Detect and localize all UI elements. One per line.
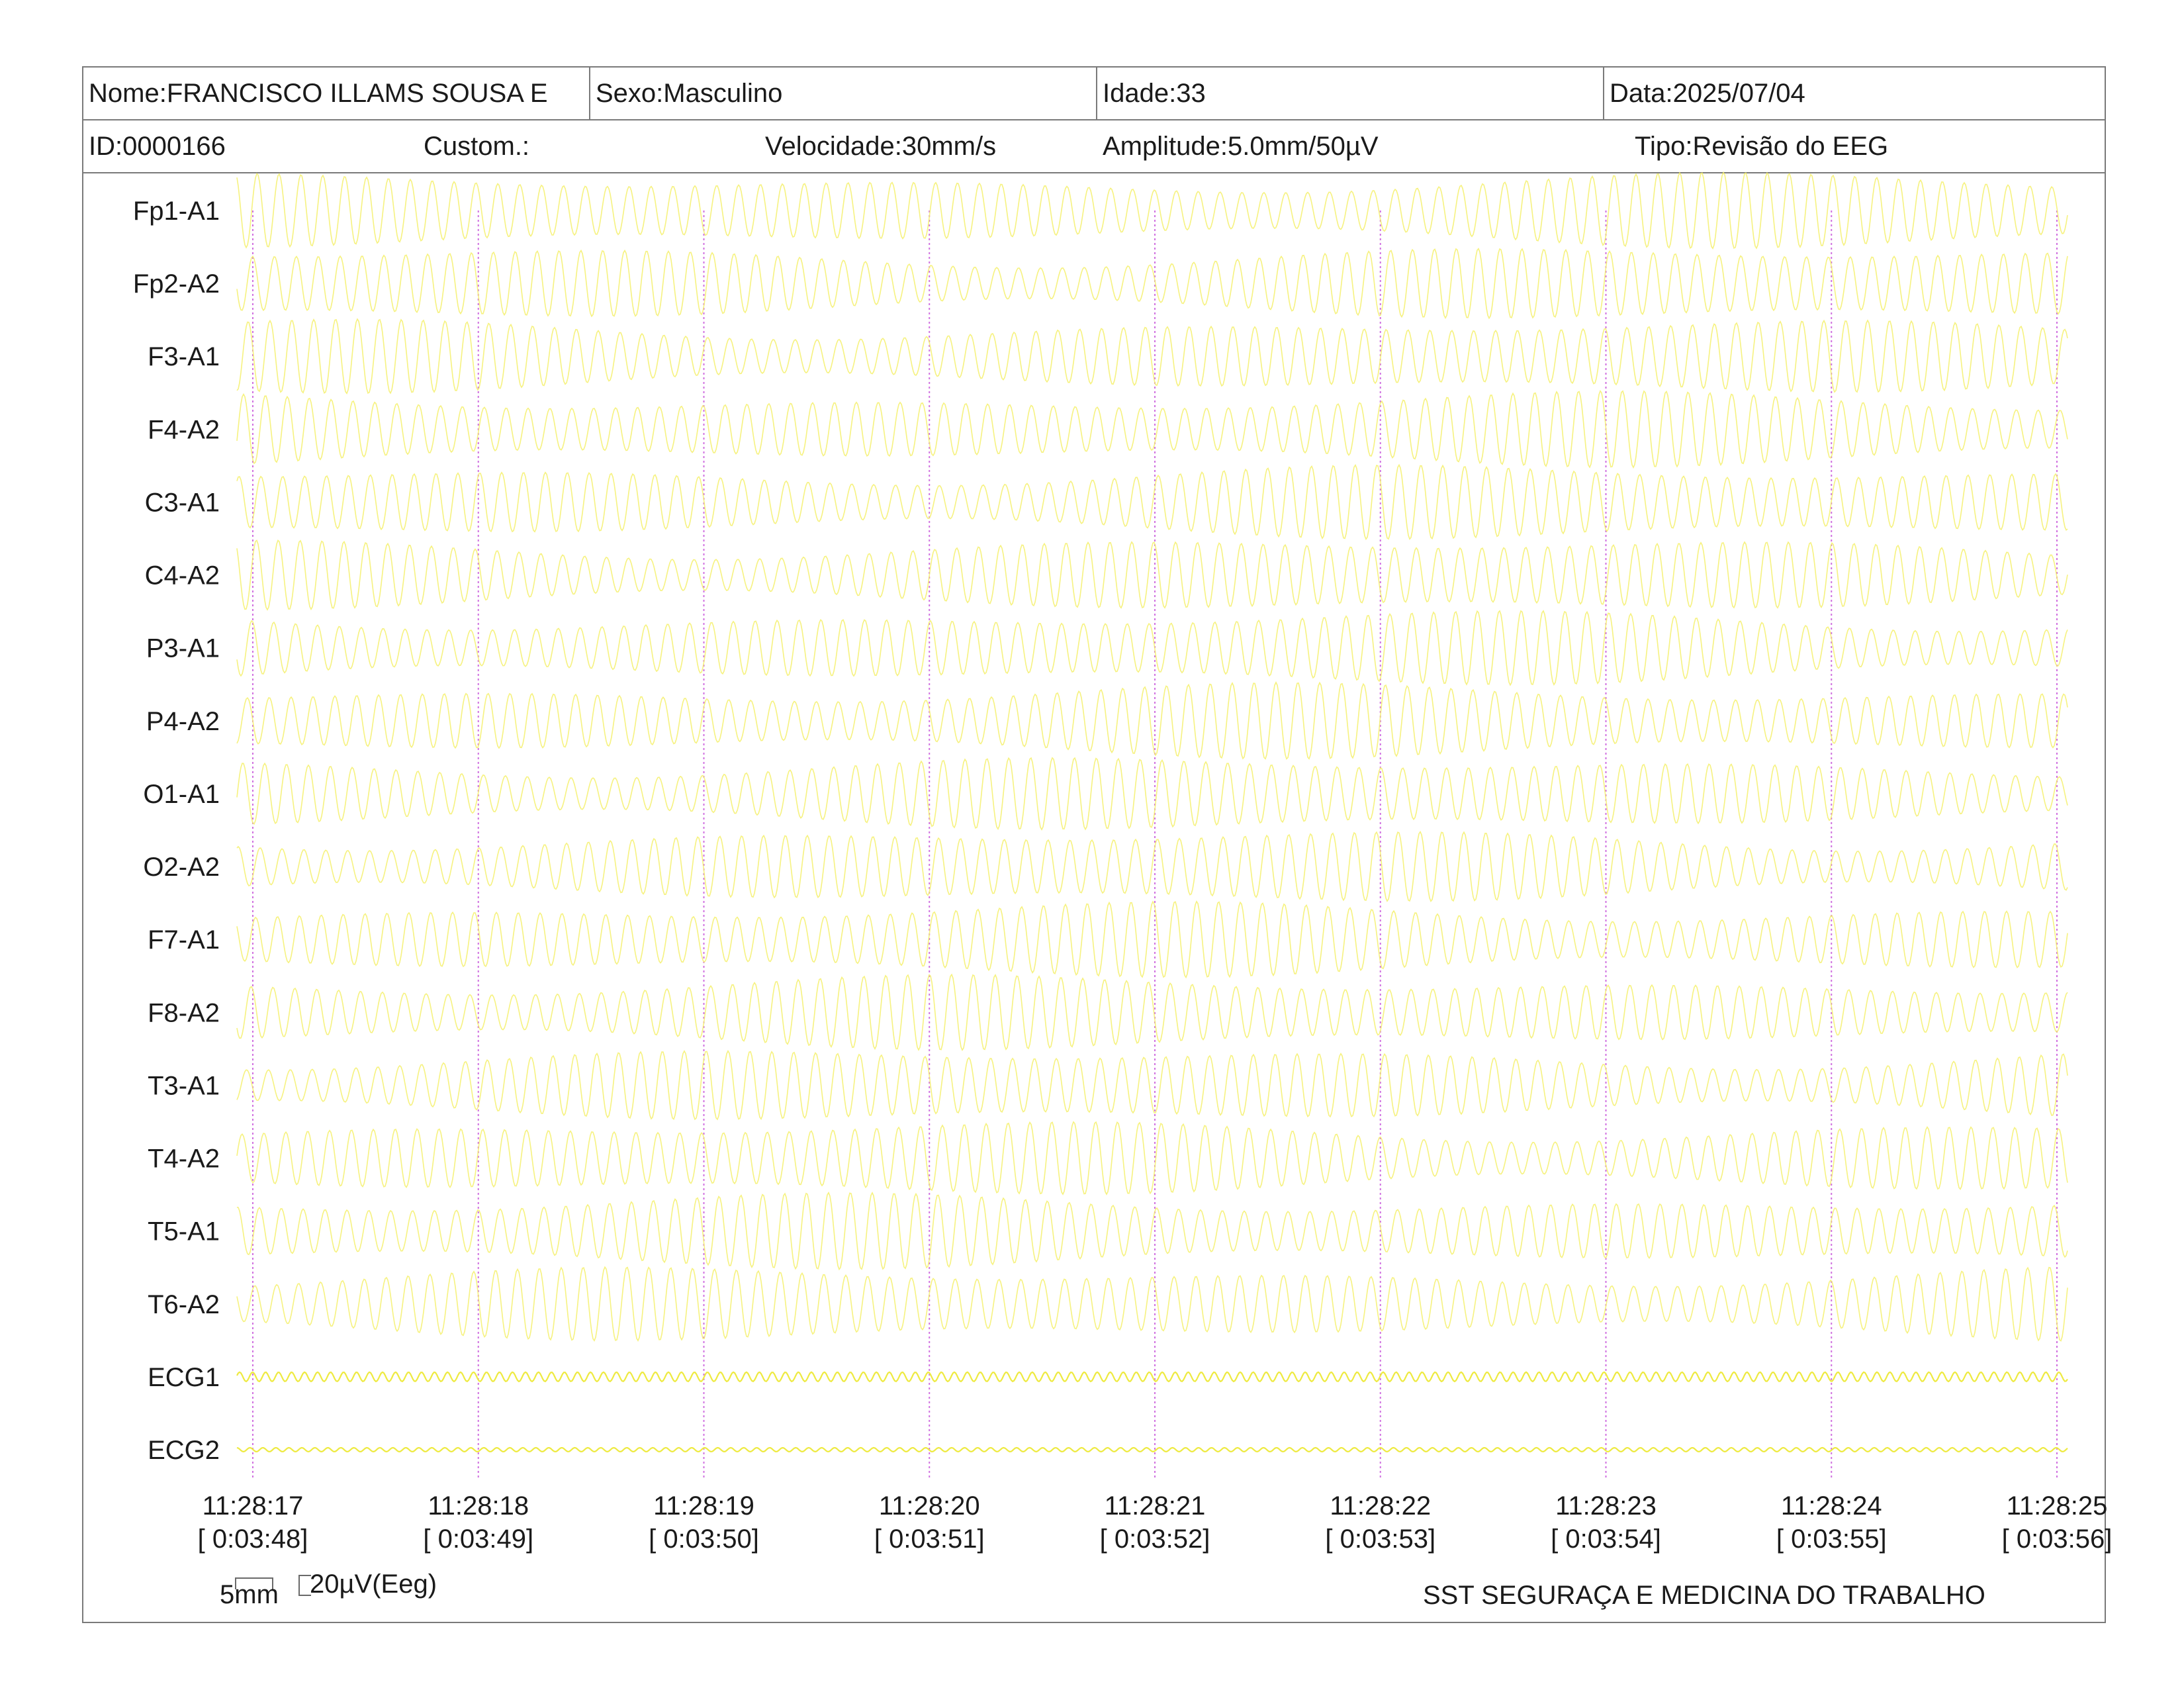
time-tick-elapsed: [ 0:03:56] (2002, 1524, 2113, 1554)
patient-info-row: Nome:FRANCISCO ILLAMS SOUSA E Sexo:Mascu… (83, 68, 2105, 120)
time-tick-elapsed: [ 0:03:48] (198, 1524, 308, 1554)
amp-scale-bracket (298, 1575, 311, 1596)
company-name: SST SEGURAÇA E MEDICINA DO TRABALHO (1423, 1581, 1985, 1610)
speed-setting: Velocidade:30mm/s (765, 132, 997, 161)
channel-trace-c3-a1 (236, 463, 2068, 541)
channel-label: ECG1 (148, 1363, 220, 1392)
channel-labels: Fp1-A1 Fp2-A2 F3-A1 F4-A2 C3-A1 C4-A2 P3-A1 P4-… (133, 197, 220, 1465)
channel-trace-fp2-a2 (236, 248, 2068, 320)
time-tick-elapsed: [ 0:03:49] (423, 1524, 533, 1554)
channel-trace-t3-a1 (236, 1050, 2068, 1121)
patient-age: Idade:33 (1097, 68, 1604, 119)
channel-label: C3-A1 (145, 488, 220, 517)
channel-trace-f3-a1 (236, 318, 2068, 395)
amp-scale-label: 20µV(Eeg) (310, 1570, 437, 1599)
time-tick-elapsed: [ 0:03:52] (1100, 1524, 1210, 1554)
channel-label: T6-A2 (148, 1290, 220, 1319)
channel-label: F4-A2 (148, 415, 220, 444)
exam-date: Data:2025/07/04 (1610, 79, 1805, 108)
channel-trace-o2-a2 (236, 830, 2068, 902)
channel-label: P3-A1 (146, 634, 220, 663)
time-tick-clock: 11:28:24 (1781, 1491, 1882, 1521)
time-tick-elapsed: [ 0:03:50] (649, 1524, 759, 1554)
channel-trace-p3-a1 (236, 610, 2068, 686)
channel-label: P4-A2 (146, 707, 220, 736)
channel-label: Fp1-A1 (133, 197, 220, 226)
channel-label: F8-A2 (148, 998, 220, 1027)
channel-label: T4-A2 (148, 1145, 220, 1174)
channel-label: T3-A1 (148, 1071, 220, 1100)
channel-trace-t5-a1 (236, 1192, 2068, 1271)
time-tick-elapsed: [ 0:03:54] (1551, 1524, 1661, 1554)
time-axis-labels: 11:28:17[ 0:03:48] 11:28:18[ 0:03:49] 11:2… (198, 1491, 2113, 1554)
channel-trace-f7-a1 (236, 900, 2068, 979)
channel-label: ECG2 (148, 1436, 220, 1465)
time-scale-label: 5mm (220, 1580, 279, 1609)
time-tick-clock: 11:28:17 (203, 1491, 304, 1521)
exam-type: Tipo:Revisão do EEG (1635, 132, 1889, 161)
time-tick-clock: 11:28:20 (879, 1491, 980, 1521)
time-tick-clock: 11:28:19 (653, 1491, 754, 1521)
scale-bar: 5mm 20µV(Eeg) (220, 1570, 437, 1609)
channel-trace-fp1-a1 (236, 171, 2068, 250)
channel-trace-t4-a2 (236, 1121, 2068, 1196)
patient-name: Nome:FRANCISCO ILLAMS SOUSA E (83, 68, 590, 119)
exam-info-row: ID:0000166 Custom.: Velocidade:30mm/s Am… (83, 120, 2105, 173)
amplitude-setting: Amplitude:5.0mm/50µV (1103, 132, 1379, 161)
channel-trace-o1-a1 (236, 757, 2068, 831)
time-tick-clock: 11:28:21 (1105, 1491, 1206, 1521)
time-tick-elapsed: [ 0:03:51] (874, 1524, 985, 1554)
time-tick-clock: 11:28:23 (1555, 1491, 1657, 1521)
channel-label: O2-A2 (143, 853, 220, 882)
channel-label: F7-A1 (148, 925, 220, 955)
channel-trace-f8-a2 (236, 973, 2068, 1052)
time-tick-clock: 11:28:25 (2007, 1491, 2108, 1521)
time-tick-elapsed: [ 0:03:53] (1325, 1524, 1435, 1554)
report-frame: Nome:FRANCISCO ILLAMS SOUSA E Sexo:Mascu… (82, 66, 2106, 1623)
channel-trace-c4-a2 (236, 539, 2068, 611)
time-tick-elapsed: [ 0:03:55] (1776, 1524, 1887, 1554)
channel-trace-t6-a2 (236, 1266, 2068, 1342)
channel-trace-f4-a2 (236, 390, 2068, 469)
channel-label: O1-A1 (143, 780, 220, 809)
channel-trace-ecg1 (236, 1371, 2068, 1383)
eeg-traces (236, 171, 2068, 1453)
channel-trace-p4-a2 (236, 681, 2068, 760)
patient-sex: Sexo:Masculino (590, 68, 1097, 119)
channel-label: Fp2-A2 (133, 269, 220, 299)
channel-trace-ecg2 (236, 1446, 2068, 1453)
channel-label: T5-A1 (148, 1217, 220, 1246)
time-scale-bracket (235, 1577, 273, 1589)
exam-id: ID:0000166 (89, 132, 226, 161)
channel-label: F3-A1 (148, 342, 220, 371)
channel-label: C4-A2 (145, 561, 220, 590)
custom-field: Custom.: (424, 132, 530, 161)
time-tick-clock: 11:28:18 (428, 1491, 529, 1521)
time-tick-clock: 11:28:22 (1330, 1491, 1431, 1521)
